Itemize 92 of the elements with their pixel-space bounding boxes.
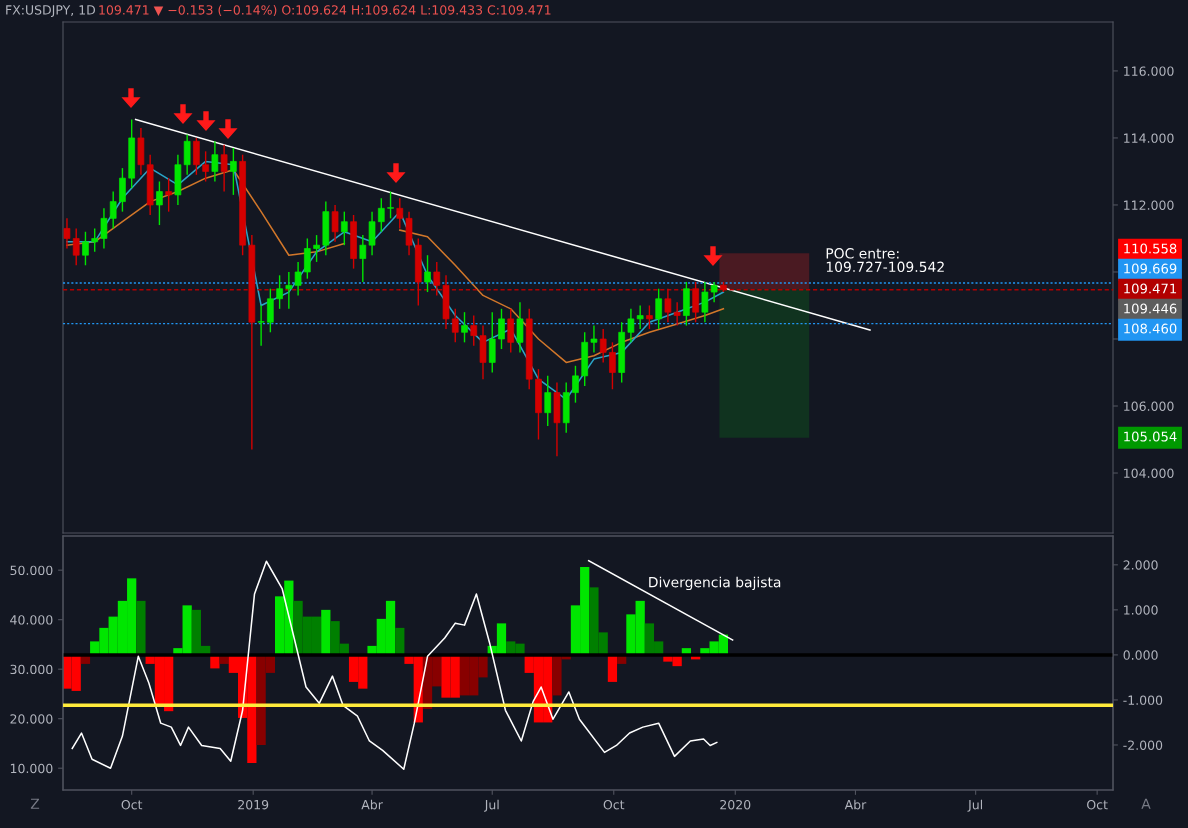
x-tick-label: Jul xyxy=(484,799,499,812)
candlestick xyxy=(701,281,709,323)
candlestick xyxy=(498,308,505,350)
x-tick-label: 2019 xyxy=(238,799,269,810)
x-tick-label: Oct xyxy=(1087,799,1108,810)
candlestick xyxy=(267,288,274,333)
candlestick xyxy=(673,301,681,327)
text: 110.558 xyxy=(1124,243,1177,254)
text: 109.446 xyxy=(1124,303,1177,314)
candlestick xyxy=(451,308,459,344)
candlestick xyxy=(387,190,394,220)
x-tick-label: Jul xyxy=(967,799,983,812)
candlestick xyxy=(710,281,718,303)
candlestick xyxy=(424,254,431,293)
candlestick xyxy=(193,137,200,176)
y2-tick-label: 1.000 xyxy=(1124,605,1158,615)
y-tick-label: 10.000 xyxy=(10,763,53,774)
candlestick xyxy=(627,308,635,344)
text: Z xyxy=(30,798,40,809)
candlestick xyxy=(544,375,552,427)
candlestick xyxy=(304,237,311,280)
y2-tick-label: -1.000 xyxy=(1123,695,1163,705)
y-tick-label: 50.000 xyxy=(10,565,53,576)
y2-tick-label: 0.000 xyxy=(1123,650,1158,660)
annotation: POC entre: 109.727-109.542 xyxy=(826,248,944,273)
candlestick xyxy=(664,288,672,323)
x-tick-label: Oct xyxy=(603,799,625,810)
text: A xyxy=(1141,798,1151,809)
candlestick xyxy=(590,324,598,354)
candlestick xyxy=(488,311,496,374)
ref-line-label: 109.669 xyxy=(1124,263,1177,274)
candlestick xyxy=(516,301,524,354)
candlestick xyxy=(433,261,441,297)
candlestick xyxy=(257,304,265,347)
x-tick-label: Abr xyxy=(361,799,383,810)
x-tick-label: 2020 xyxy=(720,799,751,810)
candlestick xyxy=(72,227,80,266)
y-tick-label: 114.000 xyxy=(1124,133,1174,143)
y-tick-label: 116.000 xyxy=(1124,66,1174,76)
y-tick-label: 20.000 xyxy=(10,714,53,724)
ref-line-label: 109.471 xyxy=(1124,283,1177,294)
annotation: Divergencia bajista xyxy=(649,576,781,591)
candlestick xyxy=(572,365,579,404)
candlestick xyxy=(294,261,302,297)
candlestick xyxy=(276,274,283,310)
candlestick xyxy=(341,210,348,246)
candlestick xyxy=(377,197,385,233)
bar xyxy=(607,654,618,682)
candlestick xyxy=(331,204,339,243)
candlestick xyxy=(100,207,108,250)
y2-tick-label: -2.000 xyxy=(1123,740,1163,750)
candlestick xyxy=(285,271,293,310)
candlestick xyxy=(636,304,644,330)
candlestick xyxy=(109,190,117,230)
candlestick xyxy=(165,177,172,213)
y-tick-label: 40.000 xyxy=(10,615,53,625)
candlestick xyxy=(609,341,616,390)
candlestick xyxy=(692,281,699,323)
candlestick xyxy=(507,308,515,354)
x-tick-label: Abr xyxy=(844,799,867,810)
bar xyxy=(395,627,405,655)
candlestick xyxy=(655,288,662,330)
bar xyxy=(321,609,331,655)
candlestick xyxy=(156,180,163,226)
bar xyxy=(136,600,146,655)
y-tick-label: 104.000 xyxy=(1124,468,1174,478)
candlestick xyxy=(211,140,219,183)
y-tick-label: 112.000 xyxy=(1124,200,1174,210)
candlestick xyxy=(220,143,228,193)
candlestick xyxy=(183,133,191,176)
candlestick xyxy=(202,150,209,183)
ref-line-label: 108.460 xyxy=(1124,323,1177,334)
candlestick xyxy=(359,234,367,283)
y2-tick-label: 2.000 xyxy=(1123,560,1158,570)
candlestick xyxy=(646,304,653,330)
candlestick xyxy=(63,217,71,250)
candlestick xyxy=(470,314,478,347)
candlestick xyxy=(91,227,99,253)
y-tick-label: 106.000 xyxy=(1124,401,1174,411)
candlestick xyxy=(461,311,468,344)
candlestick xyxy=(396,197,404,230)
candlestick xyxy=(230,147,237,196)
candlestick xyxy=(599,328,607,364)
chart-title: FX:USDJPY, 1D xyxy=(6,5,96,17)
text: 105.054 xyxy=(1124,431,1177,442)
x-tick-label: Oct xyxy=(121,799,143,810)
candlestick xyxy=(119,167,126,213)
candlestick xyxy=(313,234,320,263)
chart-subtitle: 109.471 ▼ −0.153 (−0.14%) O:109.624 H:109.624 L:109.433 C:109.471 xyxy=(99,4,551,17)
candlestick xyxy=(82,231,89,266)
y-tick-label: 30.000 xyxy=(10,664,53,675)
candlestick xyxy=(368,210,376,256)
